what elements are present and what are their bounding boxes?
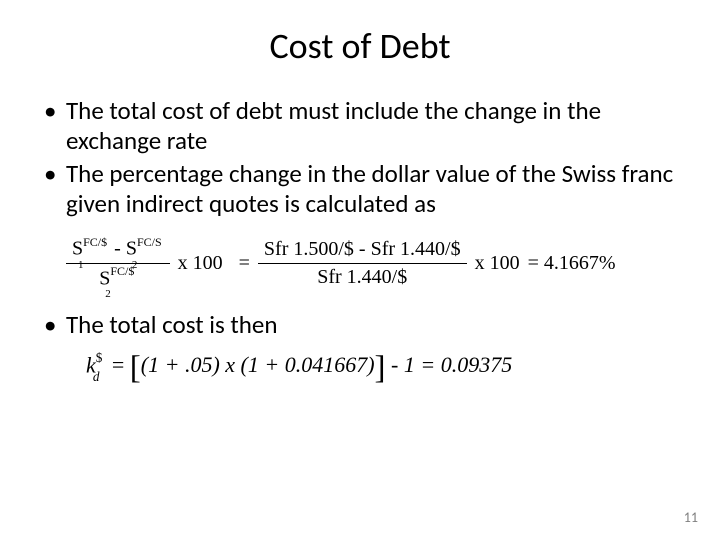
s1-sub: 1 — [78, 259, 84, 271]
term-s1: SFC/$1 — [72, 236, 107, 261]
s2d-sub: 2 — [105, 288, 111, 300]
bullet-1: The total cost of debt must include the … — [38, 96, 682, 155]
equals-1: = — [239, 252, 250, 275]
s1-sup: FC/$ — [83, 235, 107, 249]
frac-right: Sfr 1.500/$ - Sfr 1.440/$ Sfr 1.440/$ — [258, 236, 467, 291]
formula2-tail: - 1 = 0.09375 — [386, 352, 513, 377]
result-percent: = 4.1667% — [528, 252, 616, 275]
s2d-base: S — [99, 267, 110, 289]
frac-left-num: SFC/$1 - SFC/S2 — [66, 234, 170, 263]
slide: Cost of Debt The total cost of debt must… — [0, 0, 720, 540]
k-sub: d — [93, 369, 100, 385]
bullet-list: The total cost of debt must include the … — [38, 96, 682, 218]
s2d-sup: FC/$ — [110, 264, 134, 278]
rbracket: ] — [375, 350, 386, 386]
bullet-2: The percentage change in the dollar valu… — [38, 159, 682, 218]
times-100-left: x 100 — [178, 252, 223, 275]
formula-exchange-rate: SFC/$1 - SFC/S2 SFC/$2 x 100 = Sfr 1.500… — [66, 234, 690, 292]
formula2-body: (1 + .05) x (1 + 0.041667) — [141, 352, 375, 377]
times-100-right: x 100 — [475, 252, 520, 275]
frac-right-den: Sfr 1.440/$ — [311, 264, 413, 291]
s1-base: S — [72, 238, 83, 260]
formula-total-cost: k$d = [(1 + .05) x (1 + 0.041667)] - 1 =… — [86, 350, 690, 387]
frac-left: SFC/$1 - SFC/S2 SFC/$2 — [66, 234, 170, 292]
slide-title: Cost of Debt — [30, 24, 690, 68]
eq-2: = — [112, 352, 130, 377]
term-s2: SFC/S2 — [126, 236, 162, 261]
kd-term: k$d — [86, 352, 102, 378]
s2-sup: FC/S — [137, 235, 162, 249]
minus-sign: - — [114, 238, 126, 260]
bullet-list-2: The total cost is then — [38, 310, 682, 340]
frac-right-num: Sfr 1.500/$ - Sfr 1.440/$ — [258, 236, 467, 263]
page-number: 11 — [684, 509, 698, 526]
term-s2d: SFC/$2 — [99, 266, 134, 291]
lbracket: [ — [130, 350, 141, 386]
bullet-3: The total cost is then — [38, 310, 682, 340]
s2-base: S — [126, 238, 137, 260]
k-sup: $ — [96, 350, 103, 365]
